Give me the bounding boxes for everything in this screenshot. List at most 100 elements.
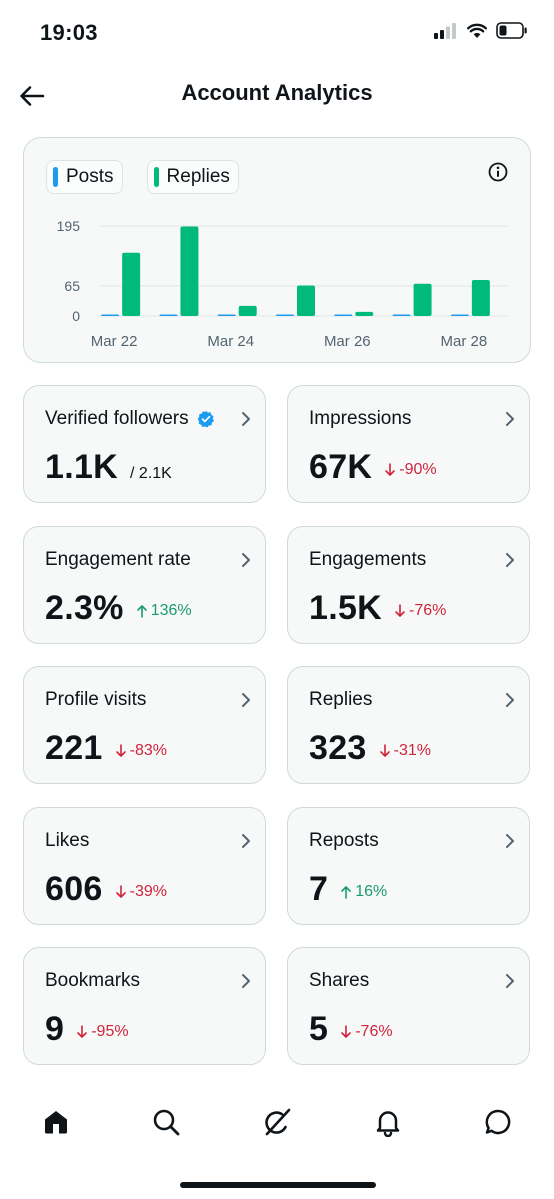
stat-change-value: 136%: [150, 602, 192, 619]
stat-value-row: 1.1K / 2.1K: [45, 448, 172, 487]
chevron-right-icon: [506, 693, 514, 707]
stat-value: 7: [309, 870, 329, 908]
stat-card-shares[interactable]: Shares 5 -76%: [287, 947, 530, 1065]
wifi-icon: [467, 23, 487, 38]
stat-value: 2.3%: [45, 589, 124, 627]
stat-card-impressions[interactable]: Impressions 67K -90%: [287, 385, 530, 503]
stat-label: Verified followers: [45, 408, 189, 429]
stat-card-profile-visits[interactable]: Profile visits 221 -83%: [23, 666, 266, 784]
x-tick-label: Mar 24: [207, 333, 254, 350]
stat-card-replies[interactable]: Replies 323 -31%: [287, 666, 530, 784]
chevron-right-icon: [242, 412, 250, 426]
page-title: Account Analytics: [181, 80, 373, 105]
stat-value: 221: [45, 729, 103, 767]
stat-label: Bookmarks: [45, 970, 141, 991]
stat-value-row: 7 16%: [309, 870, 387, 909]
y-tick-label: 65: [64, 278, 80, 294]
legend-posts-toggle[interactable]: Posts: [46, 160, 123, 194]
header: Account Analytics: [0, 66, 554, 126]
chevron-right-icon: [242, 974, 250, 988]
arrow-down-icon: [115, 744, 126, 757]
message-icon: [485, 1109, 511, 1135]
arrow-down-icon: [385, 463, 396, 476]
stat-value: 1.5K: [309, 589, 383, 627]
stat-label: Engagements: [309, 549, 427, 570]
posts-bar: [217, 314, 236, 316]
stat-value-row: 1.5K -76%: [309, 589, 446, 628]
stat-card-reposts[interactable]: Reposts 7 16%: [287, 807, 530, 925]
arrow-up-icon: [136, 605, 147, 618]
stat-change-value: -76%: [355, 1023, 393, 1040]
stat-value: 323: [309, 729, 367, 767]
stat-value: 606: [45, 870, 103, 908]
x-tick-label: Mar 26: [324, 333, 371, 350]
posts-bar: [334, 314, 353, 316]
stat-card-engagements[interactable]: Engagements 1.5K -76%: [287, 526, 530, 644]
replies-bar: [238, 305, 257, 316]
stat-change: -90%: [384, 461, 437, 479]
replies-bar: [413, 283, 432, 316]
stat-label: Reposts: [309, 830, 379, 851]
nav-messages[interactable]: [480, 1104, 516, 1140]
back-button[interactable]: [14, 78, 50, 114]
legend-replies-toggle[interactable]: Replies: [146, 160, 239, 194]
posts-swatch: [53, 167, 58, 187]
posts-bar: [101, 314, 120, 316]
stat-change-value: -83%: [129, 742, 167, 759]
stat-value-row: 5 -76%: [309, 1010, 393, 1049]
stat-label: Impressions: [309, 408, 412, 429]
stat-change: 16%: [340, 883, 387, 901]
stat-card-engagement-rate[interactable]: Engagement rate 2.3% 136%: [23, 526, 266, 644]
replies-bar: [122, 252, 141, 316]
stat-value: 5: [309, 1010, 329, 1048]
stat-change: -95%: [76, 1023, 129, 1041]
replies-bar: [297, 285, 315, 316]
chevron-right-icon: [506, 834, 514, 848]
stat-value-row: 323 -31%: [309, 729, 431, 768]
info-icon[interactable]: [486, 160, 510, 184]
posts-bar: [392, 314, 411, 316]
stat-card-bookmarks[interactable]: Bookmarks 9 -95%: [23, 947, 266, 1065]
stat-change: -83%: [115, 742, 167, 760]
stat-label-row: Profile visits: [45, 689, 146, 711]
stat-label-row: Replies: [309, 689, 372, 711]
stat-label-row: Engagement rate: [45, 549, 191, 571]
arrow-down-icon: [115, 885, 126, 898]
nav-home[interactable]: [38, 1104, 74, 1140]
posts-bar: [276, 314, 294, 316]
stat-card-likes[interactable]: Likes 606 -39%: [23, 807, 266, 925]
stat-value: 9: [45, 1010, 65, 1048]
stat-value-row: 221 -83%: [45, 729, 167, 768]
nav-notifications[interactable]: [370, 1104, 406, 1140]
stat-label: Likes: [45, 830, 90, 851]
stat-label: Shares: [309, 970, 370, 991]
stat-change-value: -90%: [399, 461, 437, 478]
stat-change-value: -76%: [409, 602, 447, 619]
nav-search[interactable]: [148, 1104, 184, 1140]
status-time: 19:03: [40, 20, 98, 45]
stat-label-row: Shares: [309, 970, 369, 992]
replies-bar: [355, 311, 374, 316]
stat-change-value: -95%: [91, 1023, 129, 1040]
x-tick-label: Mar 22: [91, 333, 138, 350]
chevron-right-icon: [242, 693, 250, 707]
stat-total: / 2.1K: [130, 465, 172, 482]
stat-change-value: -31%: [393, 742, 431, 759]
legend-posts-label: Posts: [66, 166, 114, 187]
replies-bar: [471, 280, 490, 316]
stat-card-verified-followers[interactable]: Verified followers 1.1K / 2.1K: [23, 385, 266, 503]
chevron-right-icon: [242, 553, 250, 567]
chevron-right-icon: [506, 412, 514, 426]
bottom-nav: [0, 1092, 554, 1152]
status-icons: [434, 22, 528, 39]
legend-replies-label: Replies: [166, 166, 230, 187]
arrow-down-icon: [379, 744, 390, 757]
chevron-right-icon: [506, 553, 514, 567]
chart-legend: Posts Replies: [46, 160, 239, 194]
nav-grok[interactable]: [259, 1104, 295, 1140]
arrow-up-icon: [341, 886, 352, 899]
search-icon: [153, 1109, 180, 1136]
stat-label-row: Bookmarks: [45, 970, 140, 992]
cellular-signal-icon: [434, 22, 456, 39]
stat-change-value: 16%: [355, 883, 388, 900]
